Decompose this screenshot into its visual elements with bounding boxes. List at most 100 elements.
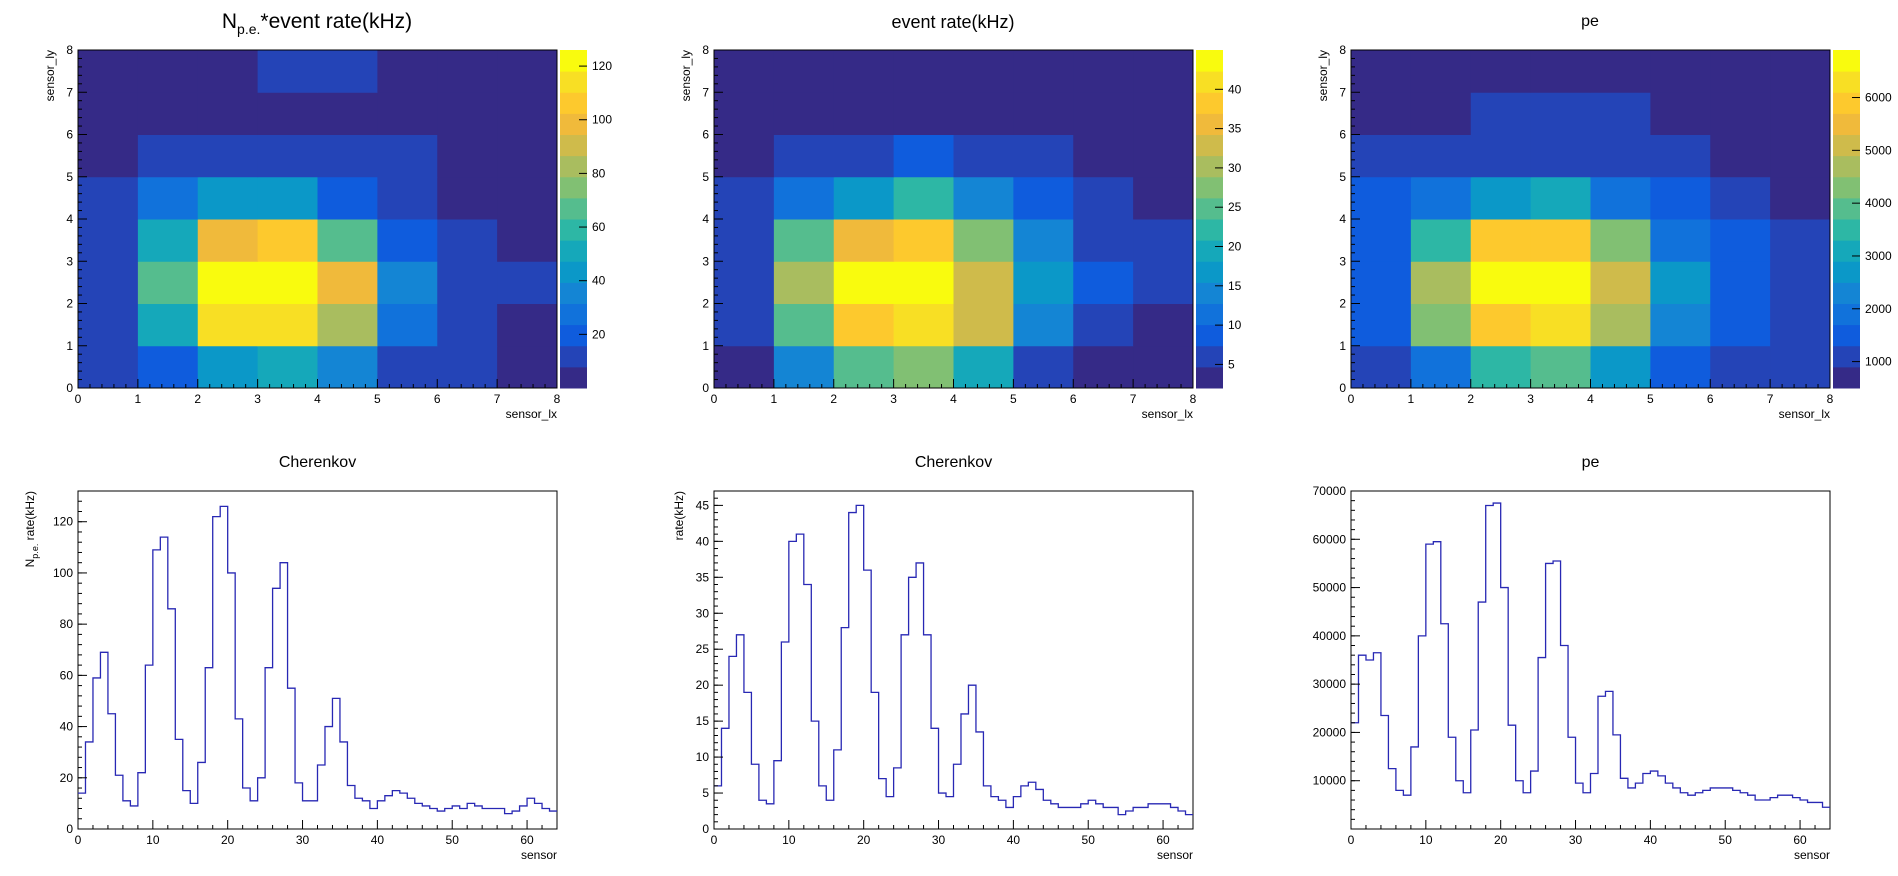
color-scale-label: 40 [1228,82,1242,96]
heatmap-cell [197,176,259,220]
color-scale-swatch [560,155,587,178]
x-tick-label: 6 [1070,392,1077,406]
y-axis-title-4-subscript: p.e. [30,544,40,559]
heatmap-cell [137,303,199,347]
heatmap-cell [953,219,1014,262]
y-tick-label: 30000 [1313,677,1347,691]
heatmap-cell [1073,50,1134,93]
heatmap-cell [1013,345,1074,389]
color-scale-swatch [1196,324,1223,347]
color-scale-label: 3000 [1865,249,1892,263]
heatmap-cell [137,261,199,304]
heatmap-cell [377,176,438,220]
y-tick-label: 2 [1339,297,1346,311]
heatmap-cell [257,345,318,389]
color-scale-swatch [1833,240,1860,262]
heatmap-cell [1530,303,1591,347]
heatmap-cell [1770,345,1831,389]
heatmap-cell [317,176,378,220]
heatmap-cell [317,92,378,135]
histogram-panel-3: 0 10 20 30 40 50 60 10000 20000 30000 40000 50000 60… [1313,454,1831,862]
x-tick-label: 0 [1348,392,1355,406]
heatmap-cell [78,92,139,135]
x-axis-title: sensor_lx [1779,407,1830,421]
heatmap-cell [78,261,139,304]
series-line [1351,502,1830,808]
color-scale-swatch [1833,176,1860,199]
heatmap-cell [953,345,1014,389]
x-tick-label: 40 [1007,833,1021,847]
heatmap-cell [833,92,895,135]
heatmap-cell [893,92,954,135]
color-scale-swatch [1833,345,1860,368]
y-tick-label: 100 [53,566,73,580]
heatmap-cell [1650,176,1711,220]
y-axis-title: sensor_ly [43,50,57,101]
color-scale-swatch [1196,50,1223,72]
heatmap-cell [714,261,775,304]
heatmap-cell [773,50,835,93]
heatmap-cell [1013,219,1074,262]
heatmap-cell [1770,92,1831,135]
heatmap-cell [137,50,199,93]
heatmap-cell [1710,134,1771,178]
heatmap-cell [1650,134,1711,178]
heatmap-cell [78,303,139,347]
heatmap-cell [437,92,498,135]
y-tick-label: 8 [702,43,709,57]
heatmap-cell [714,134,775,178]
heatmap-cell [1590,345,1651,389]
heatmap-cell [953,50,1014,93]
heatmap-cell [893,50,954,93]
x-tick-label: 30 [1569,833,1583,847]
heatmap-cell [893,176,954,220]
heatmap-cell [1530,176,1591,220]
y-axis-title: sensor_ly [1316,50,1330,101]
x-tick-label: 6 [1707,392,1714,406]
color-scale-swatch [1833,92,1860,114]
heatmap-cell [1351,50,1412,93]
heatmap-cell [1530,345,1591,389]
x-tick-label: 30 [296,833,310,847]
heatmap-cell [1410,176,1472,220]
heatmap-cell [377,50,438,93]
heatmap-cell [1590,219,1651,262]
color-scale-swatch [560,134,587,157]
y-tick-label: 60000 [1313,532,1347,546]
x-tick-label: 10 [1419,833,1433,847]
heatmap-cell [1410,50,1472,93]
y-tick-label: 5 [702,786,709,800]
heatmap-cell [1650,92,1711,135]
y-tick-label: 0 [1339,381,1346,395]
color-scale-swatch [1196,303,1223,326]
y-tick-label: 3 [702,254,709,268]
y-tick-label: 25 [696,642,710,656]
heatmap-cell [1590,92,1651,135]
heatmap-cell [1530,261,1591,304]
heatmap-cell [773,134,835,178]
color-scale-swatch [1833,303,1860,326]
heatmap-cell [317,219,378,262]
heatmap-cell [1530,134,1591,178]
heatmap-cell [497,50,558,93]
y-tick-label: 80 [60,617,74,631]
heatmap-cell [1013,50,1074,93]
heatmap-cell [1410,134,1472,178]
color-scale-swatch [1833,71,1860,93]
heatmap-cell [1770,134,1831,178]
heatmap-cell [953,176,1014,220]
heatmap-cell [257,261,318,304]
y-tick-label: 20000 [1313,725,1347,739]
color-scale-swatch [1196,282,1223,304]
y-tick-label: 6 [66,128,73,142]
x-tick-label: 60 [1156,833,1170,847]
y-axis-title-4: Np.e. rate(kHz) [23,491,40,567]
x-tick-label: 20 [1494,833,1508,847]
heatmap-cell [497,219,558,262]
heatmap-cell [1013,134,1074,178]
y-tick-label: 7 [66,85,73,99]
x-tick-label: 60 [520,833,534,847]
chart-title-1-rest: *event rate(kHz) [260,10,412,33]
chart-title-1: Np.e.*event rate(kHz) [222,10,412,37]
x-tick-label: 4 [314,392,321,406]
